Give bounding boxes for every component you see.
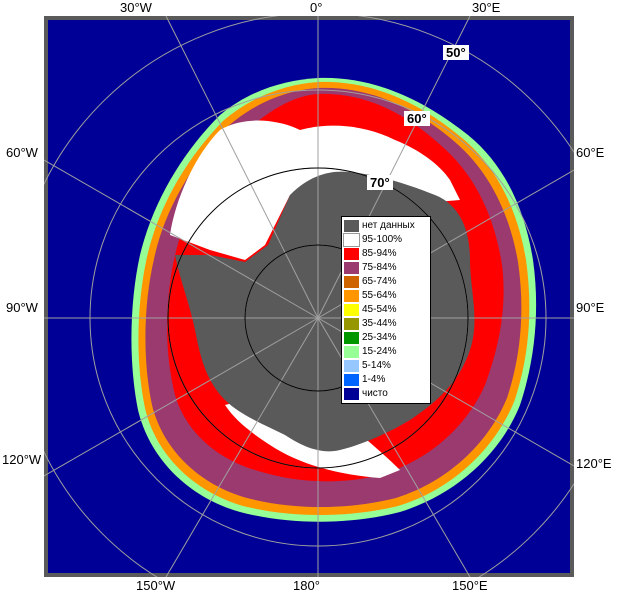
legend-swatch xyxy=(344,346,359,358)
legend-swatch xyxy=(344,248,359,260)
legend-label: 55-64% xyxy=(362,290,397,301)
legend-item: 85-94% xyxy=(344,247,428,261)
polar-map xyxy=(44,16,574,577)
lon-label-90e: 90°E xyxy=(576,300,605,315)
legend-label: 75-84% xyxy=(362,262,397,273)
legend-label: 65-74% xyxy=(362,276,397,287)
legend-item: 1-4% xyxy=(344,373,428,387)
legend-swatch xyxy=(344,360,359,372)
legend-label: 35-44% xyxy=(362,318,397,329)
legend-label: нет данных xyxy=(362,220,415,231)
lon-label-150w: 150°W xyxy=(136,578,176,593)
legend-swatch xyxy=(344,262,359,274)
legend-item: 5-14% xyxy=(344,359,428,373)
legend-item: 65-74% xyxy=(344,275,428,289)
lon-label-60w: 60°W xyxy=(6,145,38,160)
legend-item: 55-64% xyxy=(344,289,428,303)
legend-label: 5-14% xyxy=(362,360,391,371)
legend-label: 85-94% xyxy=(362,248,397,259)
lon-label-90w: 90°W xyxy=(6,300,38,315)
lat-label-60: 60° xyxy=(404,111,430,126)
lon-label-0: 0° xyxy=(310,0,323,15)
legend: нет данных 95-100% 85-94% 75-84% 65-74% 55-64… xyxy=(341,216,431,404)
legend-item: 45-54% xyxy=(344,303,428,317)
legend-label: 45-54% xyxy=(362,304,397,315)
lon-label-30w: 30°W xyxy=(120,0,152,15)
lat-label-50: 50° xyxy=(443,45,469,60)
legend-item: 75-84% xyxy=(344,261,428,275)
lon-label-30e: 30°E xyxy=(472,0,501,15)
legend-item: 15-24% xyxy=(344,345,428,359)
legend-swatch xyxy=(344,318,359,330)
legend-label: 25-34% xyxy=(362,332,397,343)
legend-swatch xyxy=(344,388,359,400)
legend-item: нет данных xyxy=(344,219,428,233)
legend-swatch xyxy=(344,304,359,316)
lon-label-150e: 150°E xyxy=(452,578,488,593)
legend-item: 35-44% xyxy=(344,317,428,331)
legend-label: чисто xyxy=(362,388,388,399)
legend-label: 15-24% xyxy=(362,346,397,357)
legend-item: 95-100% xyxy=(343,233,428,247)
legend-label: 1-4% xyxy=(362,374,386,385)
lon-label-60e: 60°E xyxy=(576,145,605,160)
legend-swatch xyxy=(344,290,359,302)
legend-swatch xyxy=(344,374,359,386)
legend-item: 25-34% xyxy=(344,331,428,345)
legend-swatch xyxy=(344,276,359,288)
lon-label-180: 180° xyxy=(293,578,320,593)
legend-item: чисто xyxy=(344,387,428,401)
lon-label-120e: 120°E xyxy=(576,456,612,471)
lat-label-70: 70° xyxy=(367,175,393,190)
legend-swatch xyxy=(344,220,359,232)
legend-label: 95-100% xyxy=(362,234,403,245)
legend-swatch xyxy=(343,233,360,247)
legend-swatch xyxy=(344,332,359,344)
lon-label-120w: 120°W xyxy=(2,452,42,467)
